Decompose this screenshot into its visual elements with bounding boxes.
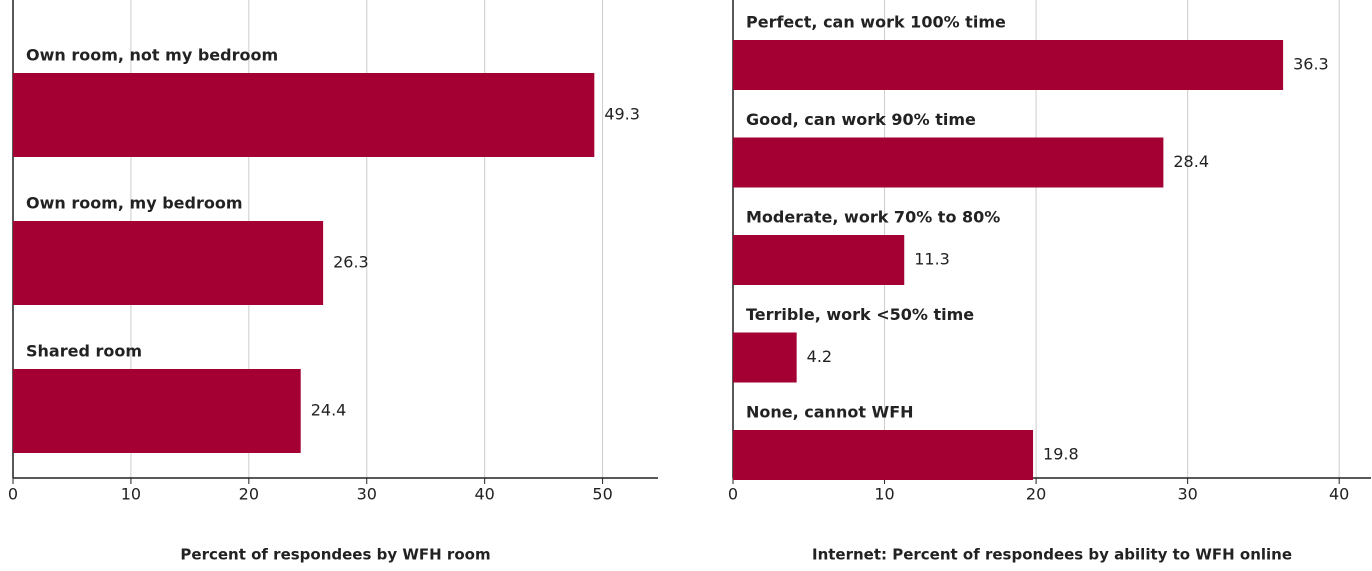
value-label: 11.3: [914, 250, 950, 269]
x-tick-label: 20: [1026, 485, 1046, 504]
value-label: 24.4: [311, 401, 347, 420]
category-label: Own room, not my bedroom: [26, 46, 278, 65]
value-label: 36.3: [1293, 55, 1329, 74]
bar: [13, 73, 595, 157]
bar: [733, 40, 1284, 90]
x-axis-label: Internet: Percent of respondees by abili…: [812, 546, 1292, 564]
category-label: Shared room: [26, 342, 142, 361]
value-label: 49.3: [604, 105, 640, 124]
bar: [733, 137, 1164, 188]
x-tick-label: 10: [874, 485, 894, 504]
x-tick-label: 0: [728, 485, 738, 504]
category-label: Moderate, work 70% to 80%: [746, 208, 1000, 227]
bar: [13, 221, 324, 305]
x-tick-label: 20: [239, 485, 259, 504]
value-label: 26.3: [333, 253, 369, 272]
bar: [733, 332, 797, 383]
value-label: 19.8: [1043, 445, 1079, 464]
value-label: 4.2: [807, 347, 832, 366]
category-label: Terrible, work <50% time: [746, 305, 974, 324]
category-label: Good, can work 90% time: [746, 110, 976, 129]
x-tick-label: 10: [121, 485, 141, 504]
bar: [13, 369, 301, 453]
bar: [733, 235, 905, 285]
category-label: Perfect, can work 100% time: [746, 13, 1006, 32]
x-axis-label: Percent of respondees by WFH room: [180, 546, 490, 564]
bar: [733, 430, 1034, 480]
x-tick-label: 40: [474, 485, 494, 504]
x-tick-label: 30: [357, 485, 377, 504]
x-tick-label: 40: [1329, 485, 1349, 504]
value-label: 28.4: [1173, 152, 1209, 171]
x-tick-label: 50: [592, 485, 612, 504]
category-label: Own room, my bedroom: [26, 194, 243, 213]
category-label: None, cannot WFH: [746, 403, 914, 422]
x-tick-label: 30: [1177, 485, 1197, 504]
x-tick-label: 0: [8, 485, 18, 504]
